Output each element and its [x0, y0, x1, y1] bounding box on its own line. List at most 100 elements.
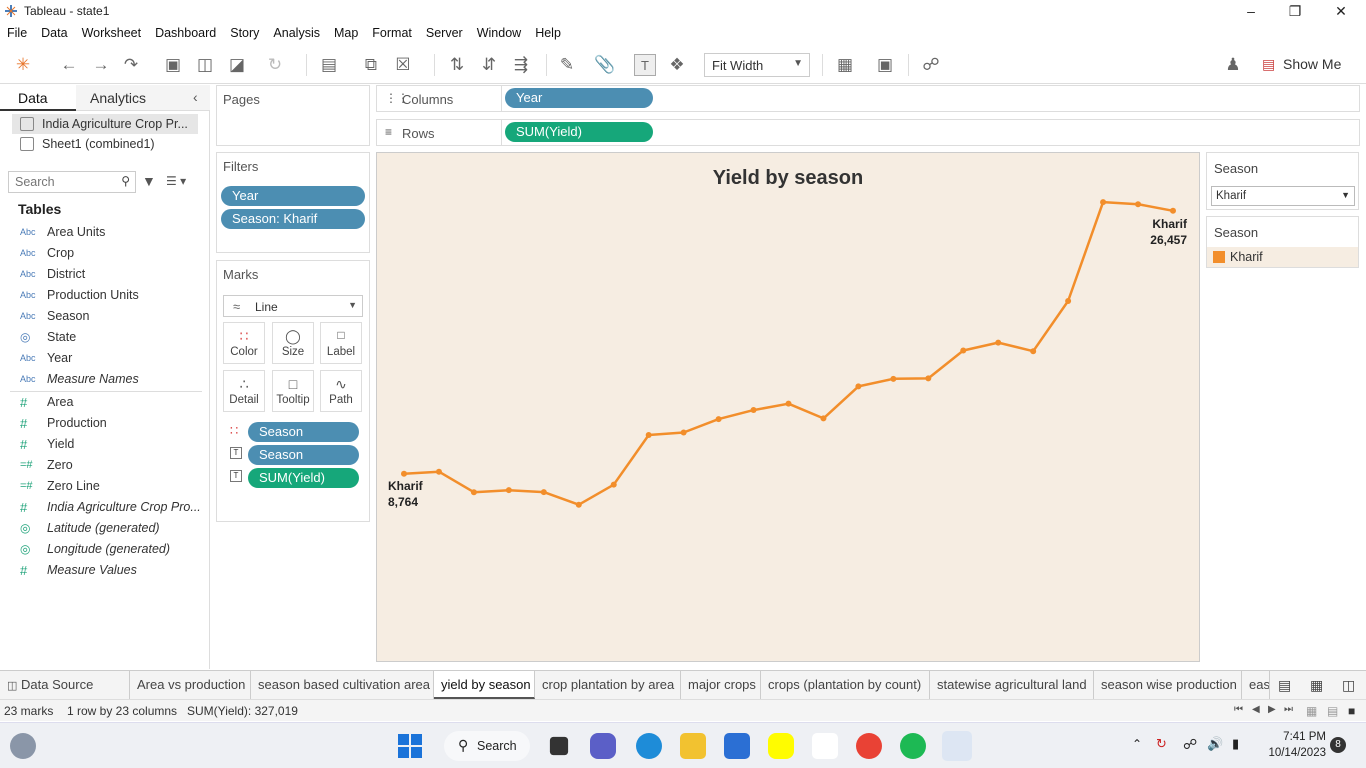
- data-point[interactable]: [575, 501, 582, 508]
- sort-ascending-icon[interactable]: ⇵: [481, 55, 497, 74]
- field-8[interactable]: # Area: [0, 392, 208, 413]
- chart-view[interactable]: Yield by season Kharif 8,764 Kharif 26,457: [376, 152, 1200, 662]
- group-members-icon[interactable]: 📎: [594, 55, 616, 74]
- menu-file[interactable]: File: [7, 26, 28, 40]
- sheet-sorter-icon[interactable]: ▦: [1306, 704, 1318, 718]
- series-line-kharif[interactable]: [403, 200, 1174, 506]
- format-painter-icon[interactable]: ♟: [1225, 55, 1241, 74]
- data-point[interactable]: [995, 339, 1002, 346]
- field-11[interactable]: =# Zero: [0, 455, 208, 476]
- restore-button[interactable]: ❐: [1288, 3, 1302, 19]
- tab-data[interactable]: Data: [18, 90, 48, 106]
- marks-tooltip-button[interactable]: □ Tooltip: [272, 370, 314, 412]
- taskbar-search[interactable]: ⚲ Search: [444, 731, 530, 761]
- new-dashboard-icon[interactable]: ▦: [1310, 677, 1324, 693]
- tab-season-wise-production[interactable]: season wise production: [1094, 671, 1242, 699]
- data-point[interactable]: [1135, 201, 1142, 208]
- tab-data-source[interactable]: ◫ Data Source: [0, 671, 130, 699]
- notification-badge[interactable]: 8: [1330, 737, 1346, 753]
- data-point[interactable]: [925, 375, 932, 382]
- data-point[interactable]: [505, 487, 512, 494]
- fix-axes-icon[interactable]: ❖: [669, 55, 685, 74]
- filters-card[interactable]: Filters Year Season: Kharif: [216, 152, 370, 253]
- field-10[interactable]: # Yield: [0, 434, 208, 455]
- filter-pill-year[interactable]: Year: [221, 186, 365, 206]
- data-point[interactable]: [470, 489, 477, 496]
- data-point[interactable]: [750, 407, 757, 414]
- presentation-mode-icon[interactable]: ▣: [876, 55, 894, 74]
- data-source-sheet1[interactable]: Sheet1 (combined1): [12, 134, 198, 154]
- field-2[interactable]: Abc District: [0, 264, 208, 285]
- field-1[interactable]: Abc Crop: [0, 243, 208, 264]
- microsoft-store-icon[interactable]: [724, 733, 750, 759]
- menu-worksheet[interactable]: Worksheet: [81, 26, 142, 40]
- first-sheet-icon[interactable]: ⏮: [1234, 704, 1243, 715]
- refresh-icon[interactable]: ↻: [267, 55, 283, 74]
- filter-fields-icon[interactable]: ▼: [142, 173, 156, 189]
- redo-icon[interactable]: →: [92, 55, 110, 74]
- season-filter-dropdown[interactable]: Kharif ▼: [1211, 186, 1355, 206]
- weather-icon[interactable]: [10, 733, 36, 759]
- filmstrip-icon[interactable]: ▤: [1327, 704, 1339, 718]
- menu-help[interactable]: Help: [535, 26, 561, 40]
- marks-pill-season-label[interactable]: Season: [248, 445, 359, 465]
- replay-icon[interactable]: ↷: [123, 55, 139, 74]
- search-input[interactable]: [9, 172, 113, 192]
- last-sheet-icon[interactable]: ⏭: [1284, 704, 1293, 715]
- field-search[interactable]: ⚲: [8, 171, 136, 193]
- share-icon[interactable]: ☍: [922, 55, 940, 74]
- field-9[interactable]: # Production: [0, 413, 208, 434]
- close-button[interactable]: ✕: [1335, 3, 1347, 19]
- marks-pill-season-color[interactable]: Season: [248, 422, 359, 442]
- tab-truncated[interactable]: eas: [1242, 671, 1270, 699]
- field-7[interactable]: Abc Measure Names: [0, 369, 208, 390]
- field-3[interactable]: Abc Production Units: [0, 285, 208, 306]
- tableau-taskbar-icon[interactable]: [942, 731, 972, 761]
- task-view-icon[interactable]: [549, 736, 569, 756]
- filter-pill-season[interactable]: Season: Kharif: [221, 209, 365, 229]
- clock-date[interactable]: 10/14/2023: [1268, 747, 1326, 759]
- data-point[interactable]: [1170, 207, 1176, 214]
- data-point[interactable]: [645, 432, 652, 439]
- menu-format[interactable]: Format: [372, 26, 412, 40]
- save-icon[interactable]: ▣: [164, 55, 182, 74]
- collapse-pane-icon[interactable]: ‹: [193, 89, 198, 105]
- tab-major-crops[interactable]: major crops: [681, 671, 761, 699]
- edge-icon[interactable]: [636, 733, 662, 759]
- data-point[interactable]: [1065, 297, 1072, 304]
- marks-label-button[interactable]: □ Label: [320, 322, 362, 364]
- tab-statewise-agricultural-land[interactable]: statewise agricultural land: [930, 671, 1094, 699]
- marks-pill-sum-yield[interactable]: SUM(Yield): [248, 468, 359, 488]
- undo-icon[interactable]: ←: [60, 55, 78, 74]
- sync-icon[interactable]: ↻: [1156, 736, 1167, 751]
- battery-icon[interactable]: ▮: [1232, 736, 1240, 751]
- mark-type-dropdown[interactable]: ≈ Line ▼: [223, 295, 363, 317]
- teams-icon[interactable]: [590, 733, 616, 759]
- rows-pill-sum-yield[interactable]: SUM(Yield): [505, 122, 653, 142]
- menu-dashboard[interactable]: Dashboard: [155, 26, 217, 40]
- data-point[interactable]: [680, 429, 687, 436]
- legend-item-kharif[interactable]: Kharif: [1207, 247, 1358, 267]
- volume-icon[interactable]: 🔊: [1207, 736, 1224, 751]
- data-point[interactable]: [610, 481, 617, 488]
- columns-pill-year[interactable]: Year: [505, 88, 653, 108]
- data-point[interactable]: [401, 470, 407, 477]
- sort-descending-icon[interactable]: ⇶: [513, 55, 529, 74]
- show-mark-labels-icon[interactable]: T: [634, 54, 656, 76]
- show-me-button[interactable]: ▤ Show Me: [1262, 54, 1362, 76]
- snapchat-icon[interactable]: [768, 733, 794, 759]
- menu-story[interactable]: Story: [230, 26, 260, 40]
- new-worksheet-icon[interactable]: ▤: [320, 55, 338, 74]
- data-point[interactable]: [1030, 348, 1037, 355]
- minimize-button[interactable]: –: [1247, 3, 1255, 19]
- data-point[interactable]: [715, 416, 722, 423]
- field-0[interactable]: Abc Area Units: [0, 222, 208, 243]
- field-16[interactable]: # Measure Values: [0, 560, 208, 581]
- chrome-icon[interactable]: [856, 733, 882, 759]
- field-13[interactable]: # India Agriculture Crop Pro...: [0, 497, 208, 518]
- prev-sheet-icon[interactable]: ◀: [1252, 704, 1260, 715]
- menu-server[interactable]: Server: [425, 26, 463, 40]
- data-point[interactable]: [785, 400, 792, 407]
- next-sheet-icon[interactable]: ▶: [1268, 704, 1276, 715]
- new-worksheet-icon[interactable]: ▤: [1278, 677, 1292, 693]
